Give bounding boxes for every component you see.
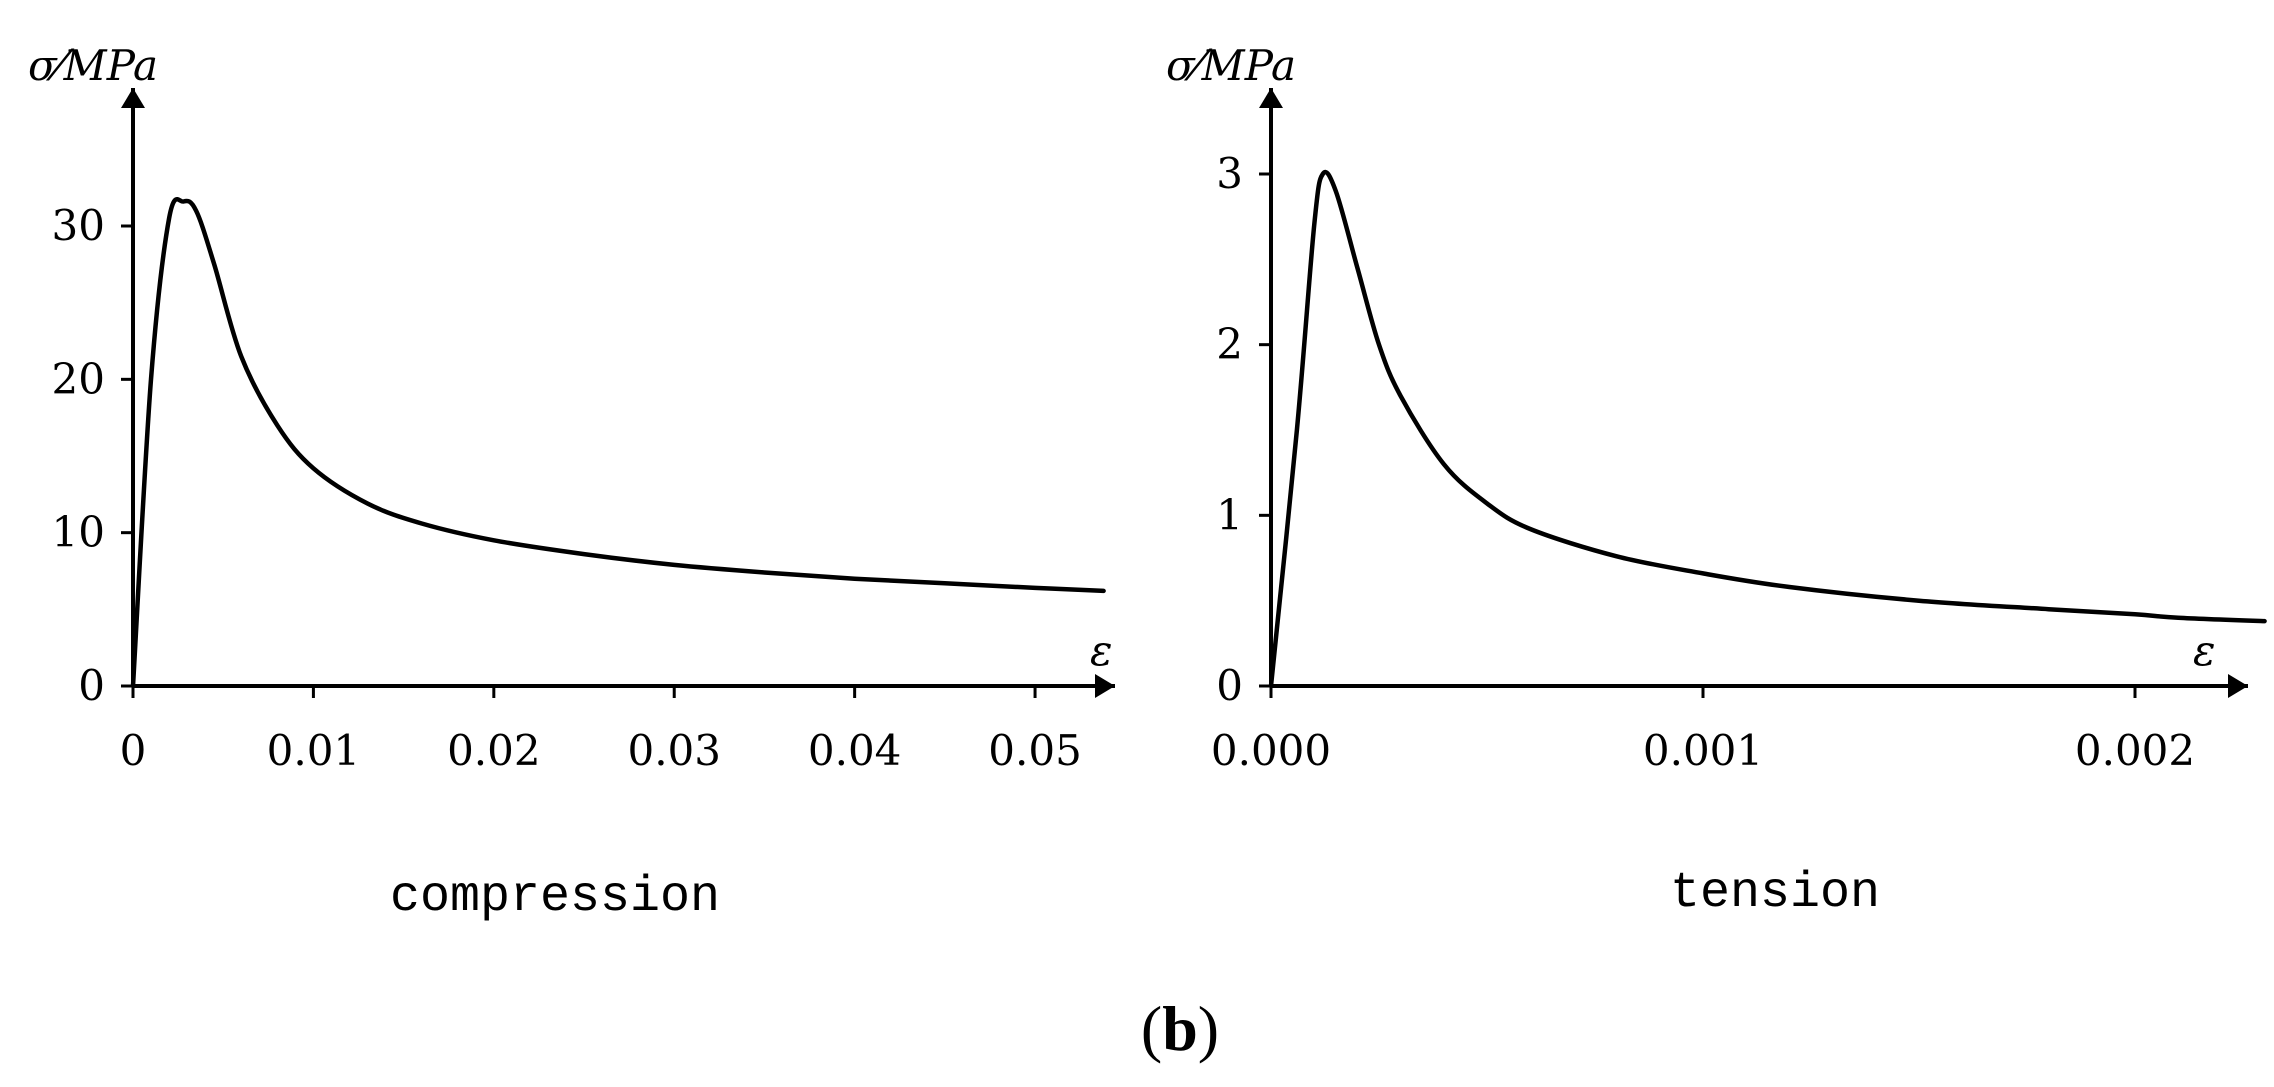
x-tick-group: 0 0.01 0.02 0.03 0.04 0.05: [120, 686, 1082, 775]
y-axis-label: σ⁄MPa: [28, 41, 158, 90]
y-tick-group: 0 1 2 3: [1216, 149, 1271, 710]
x-tick-label: 0.03: [627, 726, 721, 775]
y-tick-label: 0: [78, 661, 105, 710]
y-tick-label: 3: [1216, 149, 1243, 198]
x-tick-label: 0.002: [2075, 726, 2195, 775]
x-tick-label: 0.01: [267, 726, 361, 775]
y-tick-label: 30: [52, 201, 105, 250]
y-tick-label: 20: [52, 354, 105, 403]
y-axis-arrow: [1259, 88, 1283, 108]
figure-label-open: (: [1141, 993, 1162, 1064]
x-tick-label: 0.000: [1211, 726, 1331, 775]
x-tick-label: 0.001: [1643, 726, 1763, 775]
x-axis-label: ε: [1090, 626, 1113, 675]
tension-chart: σ⁄MPa ε 0.000 0.001 0.002 0 1 2 3 tension: [1166, 41, 2267, 922]
figure-label: (b): [1141, 993, 1219, 1064]
y-tick-label: 0: [1216, 661, 1243, 710]
y-tick-group: 0 10 20 30: [52, 201, 133, 710]
figure-label-letter: b: [1162, 993, 1198, 1064]
x-axis-arrow: [1095, 674, 1115, 698]
y-axis-arrow: [121, 88, 145, 108]
y-tick-label: 2: [1216, 320, 1243, 369]
x-tick-label: 0.05: [988, 726, 1082, 775]
x-tick-label: 0: [120, 726, 147, 775]
stress-strain-curve: [130, 196, 1106, 689]
x-tick-label: 0.02: [447, 726, 541, 775]
compression-chart: σ⁄MPa ε 0 0.01 0.02 0.03 0.04 0.05 0 10 20 30 co…: [28, 41, 1115, 926]
panel-caption: tension: [1670, 865, 1880, 922]
y-tick-label: 10: [52, 508, 105, 557]
x-axis-label: ε: [2193, 626, 2216, 675]
x-tick-group: 0.000 0.001 0.002: [1211, 686, 2195, 775]
panel-caption: compression: [390, 869, 720, 926]
y-tick-label: 1: [1216, 490, 1243, 539]
x-axis-arrow: [2228, 674, 2248, 698]
figure-label-close: ): [1198, 993, 1219, 1064]
x-tick-label: 0.04: [808, 726, 902, 775]
stress-strain-curve: [1268, 169, 2267, 689]
y-axis-label: σ⁄MPa: [1166, 41, 1296, 90]
